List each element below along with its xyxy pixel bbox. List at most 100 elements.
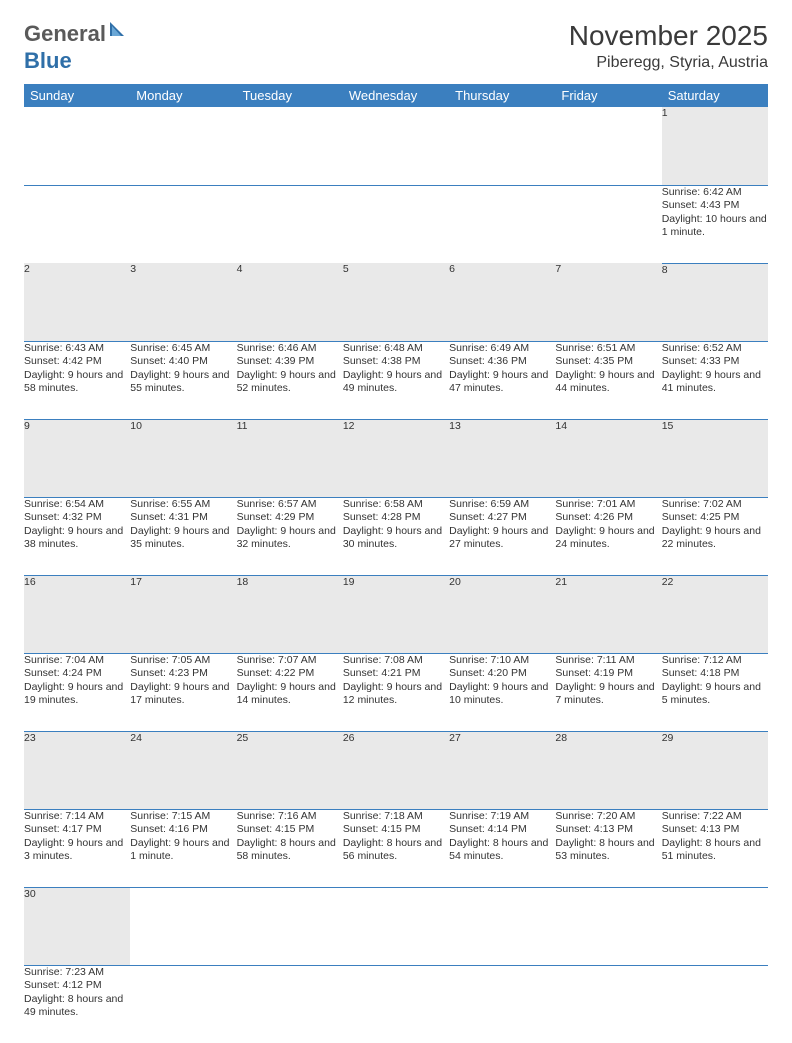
day-detail-cell: Sunrise: 6:45 AMSunset: 4:40 PMDaylight:… bbox=[130, 341, 236, 419]
sunrise-text: Sunrise: 7:02 AM bbox=[662, 498, 768, 512]
daylight-text: Daylight: 9 hours and 55 minutes. bbox=[130, 369, 236, 396]
day-number-cell: 26 bbox=[343, 731, 449, 809]
daylight-text: Daylight: 9 hours and 22 minutes. bbox=[662, 525, 768, 552]
daylight-text: Daylight: 9 hours and 49 minutes. bbox=[343, 369, 449, 396]
day-detail-cell bbox=[449, 965, 555, 1043]
logo-text-general: General bbox=[24, 21, 106, 47]
daylight-text: Daylight: 9 hours and 3 minutes. bbox=[24, 837, 130, 864]
sunset-text: Sunset: 4:40 PM bbox=[130, 355, 236, 369]
day-detail-cell: Sunrise: 7:19 AMSunset: 4:14 PMDaylight:… bbox=[449, 809, 555, 887]
day-detail-cell bbox=[662, 965, 768, 1043]
day-detail-cell: Sunrise: 7:22 AMSunset: 4:13 PMDaylight:… bbox=[662, 809, 768, 887]
sunset-text: Sunset: 4:12 PM bbox=[24, 979, 130, 993]
sunrise-text: Sunrise: 7:01 AM bbox=[555, 498, 661, 512]
day-detail-cell: Sunrise: 7:02 AMSunset: 4:25 PMDaylight:… bbox=[662, 497, 768, 575]
sunrise-text: Sunrise: 7:22 AM bbox=[662, 810, 768, 824]
logo-sub: Blue bbox=[24, 48, 72, 74]
detail-row: Sunrise: 7:23 AMSunset: 4:12 PMDaylight:… bbox=[24, 965, 768, 1043]
sunset-text: Sunset: 4:29 PM bbox=[237, 511, 343, 525]
day-detail-cell bbox=[343, 185, 449, 263]
day-detail-cell: Sunrise: 7:07 AMSunset: 4:22 PMDaylight:… bbox=[237, 653, 343, 731]
sunrise-text: Sunrise: 7:16 AM bbox=[237, 810, 343, 824]
sunrise-text: Sunrise: 7:19 AM bbox=[449, 810, 555, 824]
day-detail-cell: Sunrise: 7:20 AMSunset: 4:13 PMDaylight:… bbox=[555, 809, 661, 887]
daylight-text: Daylight: 9 hours and 32 minutes. bbox=[237, 525, 343, 552]
daylight-text: Daylight: 9 hours and 58 minutes. bbox=[24, 369, 130, 396]
day-number-cell: 27 bbox=[449, 731, 555, 809]
daynum-row: 1 bbox=[24, 107, 768, 185]
day-detail-cell: Sunrise: 7:04 AMSunset: 4:24 PMDaylight:… bbox=[24, 653, 130, 731]
sunset-text: Sunset: 4:13 PM bbox=[555, 823, 661, 837]
sunrise-text: Sunrise: 7:10 AM bbox=[449, 654, 555, 668]
daynum-row: 2345678 bbox=[24, 263, 768, 341]
daylight-text: Daylight: 9 hours and 47 minutes. bbox=[449, 369, 555, 396]
sunset-text: Sunset: 4:19 PM bbox=[555, 667, 661, 681]
detail-row: Sunrise: 6:43 AMSunset: 4:42 PMDaylight:… bbox=[24, 341, 768, 419]
day-number-cell: 16 bbox=[24, 575, 130, 653]
sunset-text: Sunset: 4:20 PM bbox=[449, 667, 555, 681]
day-number-cell: 15 bbox=[662, 419, 768, 497]
day-number-cell: 4 bbox=[237, 263, 343, 341]
day-number-cell: 23 bbox=[24, 731, 130, 809]
day-detail-cell: Sunrise: 7:01 AMSunset: 4:26 PMDaylight:… bbox=[555, 497, 661, 575]
daylight-text: Daylight: 8 hours and 53 minutes. bbox=[555, 837, 661, 864]
daylight-text: Daylight: 8 hours and 49 minutes. bbox=[24, 993, 130, 1020]
sunset-text: Sunset: 4:25 PM bbox=[662, 511, 768, 525]
day-number-cell: 19 bbox=[343, 575, 449, 653]
day-detail-cell: Sunrise: 6:43 AMSunset: 4:42 PMDaylight:… bbox=[24, 341, 130, 419]
dayname-thu: Thursday bbox=[449, 84, 555, 107]
day-detail-cell: Sunrise: 7:05 AMSunset: 4:23 PMDaylight:… bbox=[130, 653, 236, 731]
day-detail-cell bbox=[130, 185, 236, 263]
sunrise-text: Sunrise: 7:15 AM bbox=[130, 810, 236, 824]
daylight-text: Daylight: 9 hours and 35 minutes. bbox=[130, 525, 236, 552]
sunset-text: Sunset: 4:38 PM bbox=[343, 355, 449, 369]
day-detail-cell: Sunrise: 7:15 AMSunset: 4:16 PMDaylight:… bbox=[130, 809, 236, 887]
day-number-cell: 5 bbox=[343, 263, 449, 341]
day-number-cell: 17 bbox=[130, 575, 236, 653]
day-detail-cell: Sunrise: 6:42 AMSunset: 4:43 PMDaylight:… bbox=[662, 185, 768, 263]
day-detail-cell bbox=[555, 965, 661, 1043]
daylight-text: Daylight: 9 hours and 41 minutes. bbox=[662, 369, 768, 396]
day-number-cell: 10 bbox=[130, 419, 236, 497]
day-number-cell: 8 bbox=[662, 263, 768, 341]
daylight-text: Daylight: 9 hours and 24 minutes. bbox=[555, 525, 661, 552]
day-number-cell bbox=[237, 887, 343, 965]
dayname-mon: Monday bbox=[130, 84, 236, 107]
day-number-cell bbox=[343, 887, 449, 965]
daylight-text: Daylight: 9 hours and 14 minutes. bbox=[237, 681, 343, 708]
day-detail-cell bbox=[237, 965, 343, 1043]
day-detail-cell: Sunrise: 7:18 AMSunset: 4:15 PMDaylight:… bbox=[343, 809, 449, 887]
day-number-cell bbox=[343, 107, 449, 185]
day-number-cell: 13 bbox=[449, 419, 555, 497]
sunrise-text: Sunrise: 7:08 AM bbox=[343, 654, 449, 668]
day-detail-cell: Sunrise: 7:08 AMSunset: 4:21 PMDaylight:… bbox=[343, 653, 449, 731]
day-detail-cell: Sunrise: 7:23 AMSunset: 4:12 PMDaylight:… bbox=[24, 965, 130, 1043]
day-detail-cell bbox=[343, 965, 449, 1043]
dayname-sat: Saturday bbox=[662, 84, 768, 107]
daynum-row: 30 bbox=[24, 887, 768, 965]
day-number-cell: 22 bbox=[662, 575, 768, 653]
day-detail-cell bbox=[24, 185, 130, 263]
detail-row: Sunrise: 6:42 AMSunset: 4:43 PMDaylight:… bbox=[24, 185, 768, 263]
day-number-cell bbox=[130, 107, 236, 185]
sunrise-text: Sunrise: 7:11 AM bbox=[555, 654, 661, 668]
sunset-text: Sunset: 4:36 PM bbox=[449, 355, 555, 369]
day-detail-cell bbox=[237, 185, 343, 263]
day-number-cell bbox=[24, 107, 130, 185]
day-number-cell: 9 bbox=[24, 419, 130, 497]
sunrise-text: Sunrise: 6:45 AM bbox=[130, 342, 236, 356]
sunset-text: Sunset: 4:22 PM bbox=[237, 667, 343, 681]
sunrise-text: Sunrise: 6:55 AM bbox=[130, 498, 236, 512]
sunrise-text: Sunrise: 6:42 AM bbox=[662, 186, 768, 200]
daylight-text: Daylight: 9 hours and 1 minute. bbox=[130, 837, 236, 864]
sunrise-text: Sunrise: 7:05 AM bbox=[130, 654, 236, 668]
daylight-text: Daylight: 8 hours and 51 minutes. bbox=[662, 837, 768, 864]
sunset-text: Sunset: 4:27 PM bbox=[449, 511, 555, 525]
sunrise-text: Sunrise: 7:23 AM bbox=[24, 966, 130, 980]
daylight-text: Daylight: 9 hours and 27 minutes. bbox=[449, 525, 555, 552]
day-number-cell: 29 bbox=[662, 731, 768, 809]
daylight-text: Daylight: 9 hours and 7 minutes. bbox=[555, 681, 661, 708]
sunset-text: Sunset: 4:33 PM bbox=[662, 355, 768, 369]
sunset-text: Sunset: 4:23 PM bbox=[130, 667, 236, 681]
day-number-cell: 24 bbox=[130, 731, 236, 809]
